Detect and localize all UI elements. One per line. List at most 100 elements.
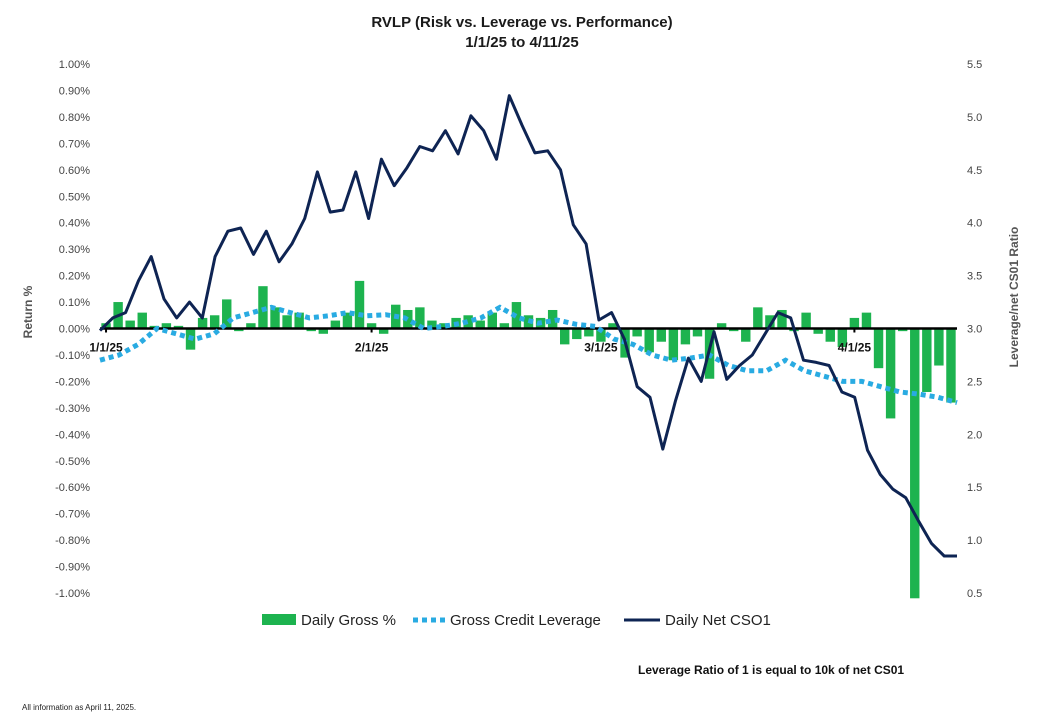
gross-bar [161,323,172,329]
gross-bar [668,328,679,361]
y2-tick-label: 4.5 [967,165,982,177]
legend: Daily Gross % Gross Credit Leverage Dail… [262,612,771,629]
gross-bar [837,328,848,348]
gross-bar [149,325,160,329]
gross-bar [910,328,920,599]
y2-tick-label: 4.0 [967,218,982,230]
gross-bar [282,315,292,329]
series-lines [98,94,958,558]
x-axis-labels: 1/1/25 2/1/25 3/1/25 4/1/25 [89,328,872,355]
gross-bar [125,320,135,329]
y2-tick-label: 2.5 [967,376,982,388]
gross-bar [777,309,787,329]
gross-bar [680,328,691,345]
gross-bar [415,307,425,329]
gross-bar [825,328,835,342]
gross-bar [584,328,594,337]
y-tick-label: 0.90% [59,85,90,97]
y-tick-label: -0.20% [55,376,90,388]
y2-tick-label: 1.0 [967,535,982,547]
gross-bar [378,328,389,334]
gross-bar [644,328,654,353]
gross-bar [137,312,147,329]
y2-tick-label: 3.0 [967,324,982,336]
legend-label-daily-net-cs01: Daily Net CSO1 [665,612,771,629]
gross-bar [801,312,811,329]
gross-bar [366,323,377,329]
gross-bar [463,315,473,329]
x-tick-label: 1/1/25 [89,341,123,355]
gross-bar [209,315,220,329]
gross-bar [656,328,666,342]
gross-bar [741,328,751,342]
gross-bar [897,328,908,332]
y-tick-label: -0.30% [55,403,90,415]
gross-bar [572,328,582,340]
gross-bar [692,328,703,337]
gross-bar [246,323,256,329]
gross-bar [946,328,956,403]
gross-bar [560,328,570,345]
y-tick-label: -0.90% [55,562,90,574]
legend-label-gross-credit-leverage: Gross Credit Leverage [450,612,601,629]
gross-bar [934,328,944,366]
y2-tick-label: 3.5 [967,271,982,283]
y-tick-label: 0.20% [59,271,90,283]
gross-bar [318,328,329,334]
y-tick-label: -0.10% [55,350,90,362]
gross-bar [596,328,606,342]
gross-bar [294,312,304,329]
y-tick-label: -0.80% [55,535,90,547]
y-tick-label: 0.40% [59,218,90,230]
gross-bar [342,312,353,329]
legend-label-daily-gross: Daily Gross % [301,612,396,629]
gross-bar [234,328,244,332]
y-tick-label: -1.00% [55,588,90,600]
y2-tick-label: 2.0 [967,429,982,441]
leverage-ratio-note: Leverage Ratio of 1 is equal to 10k of n… [638,663,904,677]
gross-bar [173,325,184,329]
gross-bar [197,317,208,329]
legend-swatch-daily-gross [262,614,296,625]
gross-bar [547,309,558,329]
y-tick-label: -0.70% [55,509,90,521]
y-axis-ticks: 1.00% 0.90% 0.80% 0.70% 0.60% 0.50% 0.40% 0.30%… [55,59,90,600]
y-tick-label: 0.60% [59,165,90,177]
x-tick-label: 4/1/25 [838,341,872,355]
gross-bar [427,320,437,329]
y-tick-label: -0.60% [55,482,90,494]
gross-bar [354,280,365,329]
y-tick-label: 0.00% [59,324,90,336]
gross-bar [728,328,739,332]
gross-credit-leverage-line [99,304,958,406]
y-tick-label: 0.50% [59,191,90,203]
chart-title: RVLP (Risk vs. Leverage vs. Performance) [371,14,672,31]
gross-bar [306,328,316,332]
y-tick-label: 0.80% [59,112,90,124]
y2-tick-label: 5.0 [967,112,982,124]
gross-bar [765,315,775,329]
gross-bar [873,328,884,369]
gross-bar [813,328,823,334]
gross-bar [403,309,413,329]
y-axis-title: Return % [21,285,35,338]
y2-tick-label: 5.5 [967,59,982,71]
gross-bar [330,320,341,329]
chart-subtitle: 1/1/25 to 4/11/25 [465,34,578,51]
gross-bar [716,323,727,329]
gross-bar [439,323,449,329]
gross-bar [475,320,485,329]
y-tick-label: -0.50% [55,456,90,468]
gross-bar [270,307,280,329]
y-tick-label: 0.10% [59,297,90,309]
y2-tick-label: 0.5 [967,588,982,600]
y-tick-label: 0.70% [59,138,90,150]
gross-bar [632,328,642,337]
gross-bar [885,328,896,419]
y2-tick-label: 1.5 [967,482,982,494]
x-tick-label: 2/1/25 [355,341,389,355]
gross-bar [861,312,872,329]
gross-bar [753,307,763,329]
gross-bar [608,323,618,329]
